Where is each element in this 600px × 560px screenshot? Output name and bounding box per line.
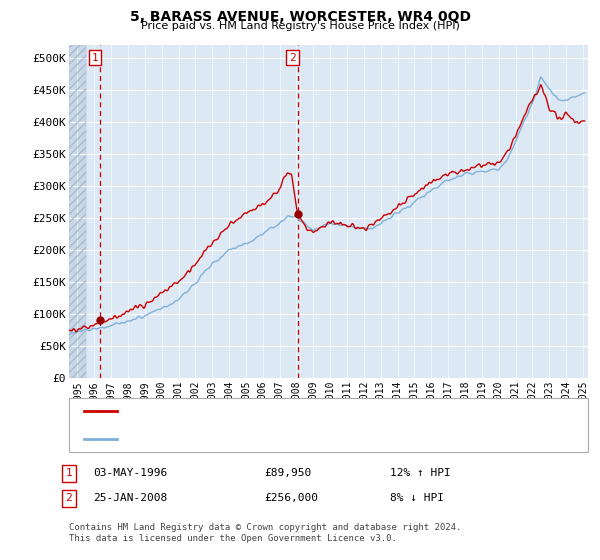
Text: 5, BARASS AVENUE, WORCESTER, WR4 0QD: 5, BARASS AVENUE, WORCESTER, WR4 0QD — [130, 10, 470, 24]
Text: Price paid vs. HM Land Registry's House Price Index (HPI): Price paid vs. HM Land Registry's House … — [140, 21, 460, 31]
Text: 2: 2 — [289, 53, 296, 63]
Text: 03-MAY-1996: 03-MAY-1996 — [93, 468, 167, 478]
Text: 5, BARASS AVENUE, WORCESTER, WR4 0QD (detached house): 5, BARASS AVENUE, WORCESTER, WR4 0QD (de… — [126, 406, 457, 416]
Text: 1: 1 — [65, 468, 73, 478]
Text: £89,950: £89,950 — [264, 468, 311, 478]
Text: 2: 2 — [65, 493, 73, 503]
Text: 8% ↓ HPI: 8% ↓ HPI — [390, 493, 444, 503]
Text: Contains HM Land Registry data © Crown copyright and database right 2024.
This d: Contains HM Land Registry data © Crown c… — [69, 524, 461, 543]
Bar — [69, 45, 86, 378]
Bar — [69, 45, 86, 378]
Text: 12% ↑ HPI: 12% ↑ HPI — [390, 468, 451, 478]
Text: £256,000: £256,000 — [264, 493, 318, 503]
Text: HPI: Average price, detached house, Worcester: HPI: Average price, detached house, Worc… — [126, 434, 407, 444]
Text: 25-JAN-2008: 25-JAN-2008 — [93, 493, 167, 503]
Text: 1: 1 — [91, 53, 98, 63]
